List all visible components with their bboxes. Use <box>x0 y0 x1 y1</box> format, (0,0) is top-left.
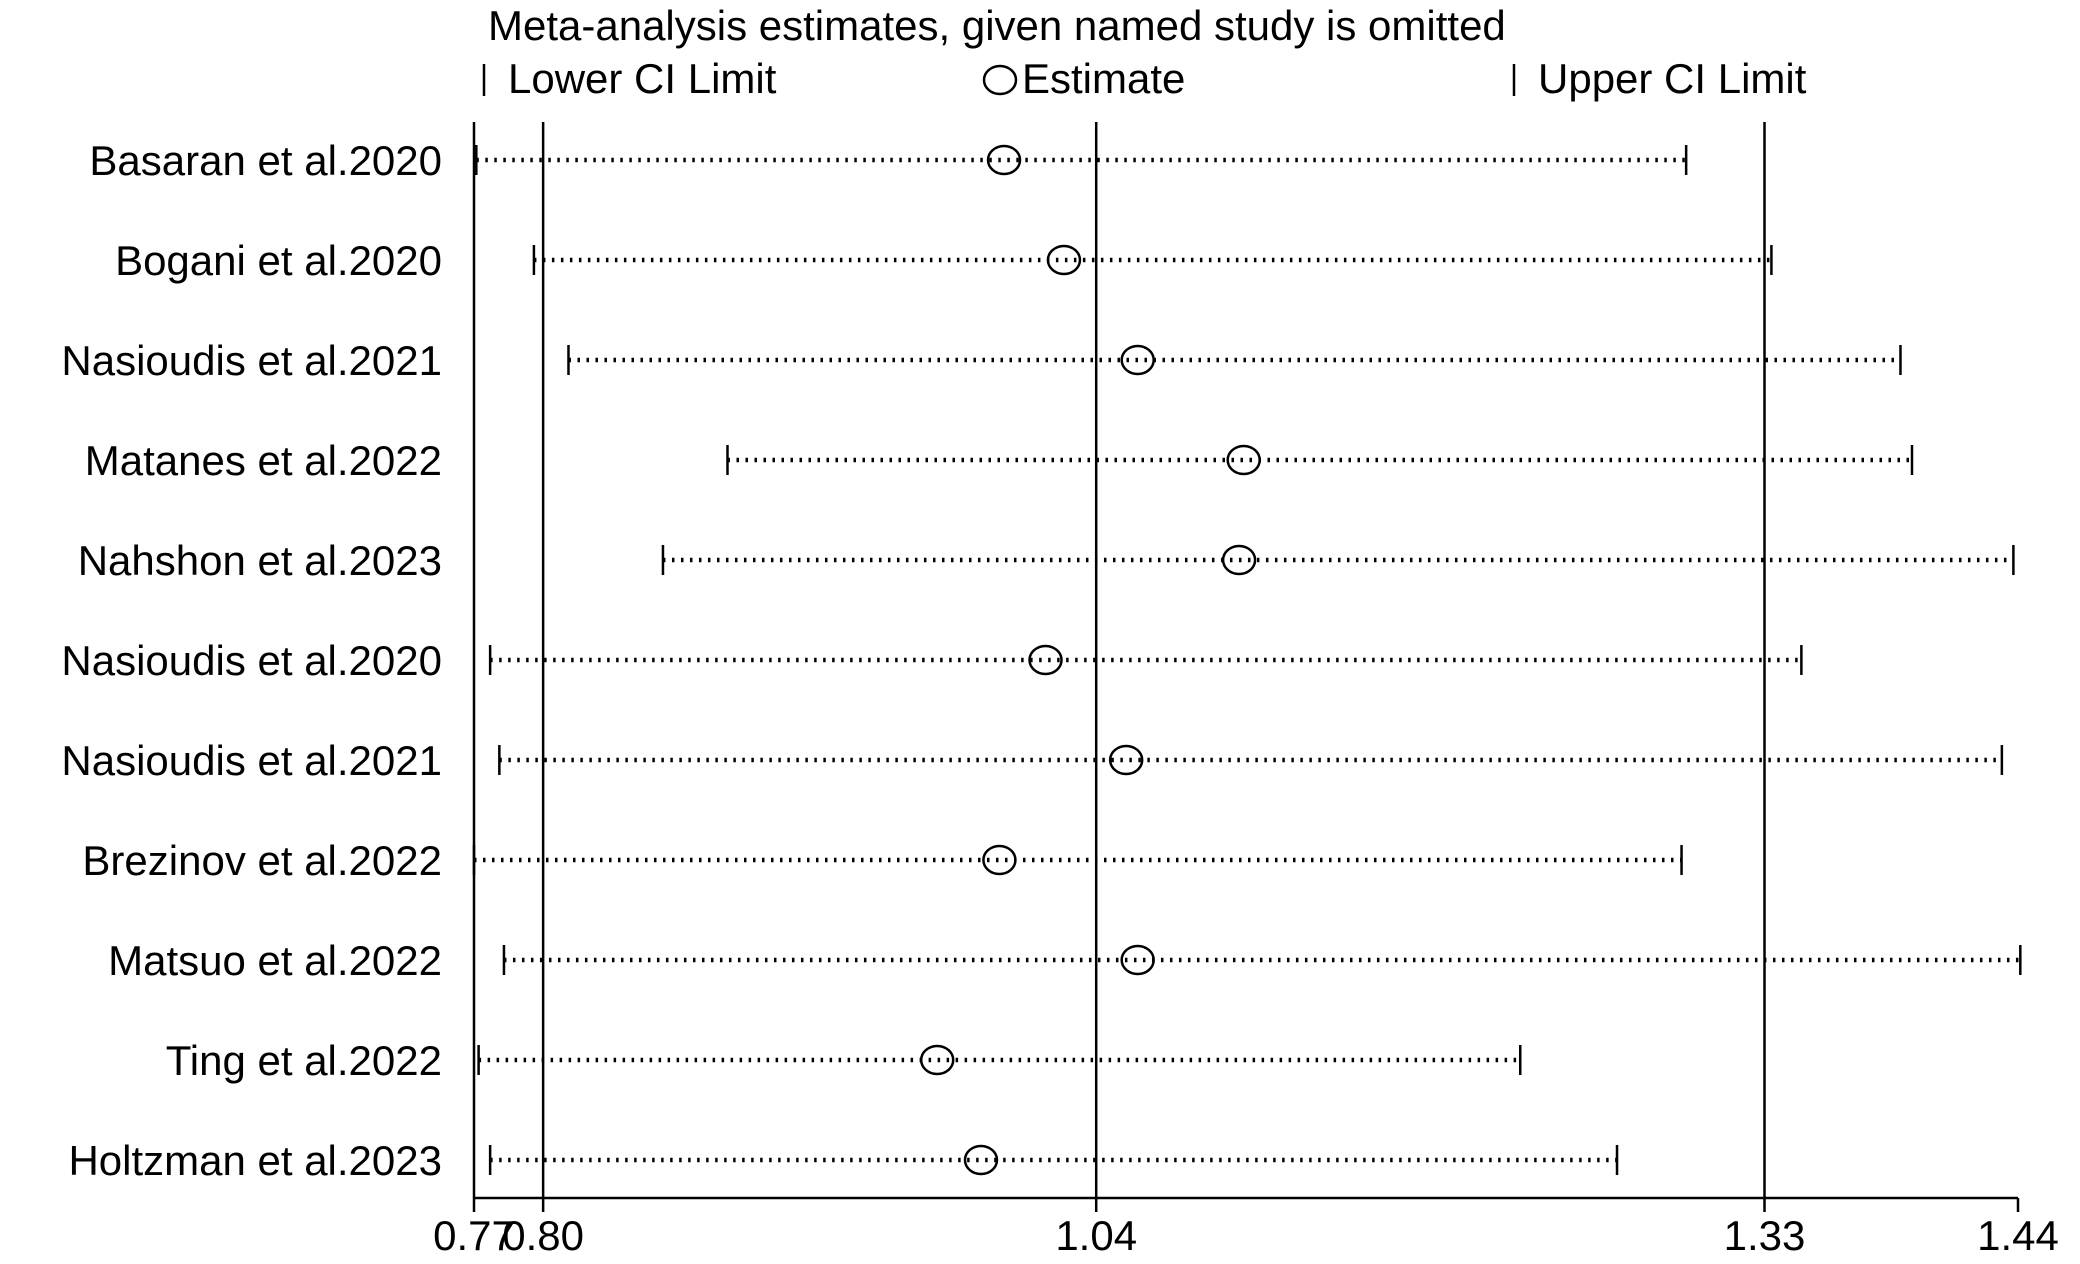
study-row: Basaran et al.2020 <box>89 137 1688 184</box>
estimate-marker <box>1226 444 1261 476</box>
legend-estimate-label: Estimate <box>1022 55 1185 102</box>
estimate-marker <box>963 1144 999 1176</box>
estimate-marker <box>1028 644 1063 676</box>
study-row: Nasioudis et al.2020 <box>61 637 1803 684</box>
study-label: Nasioudis et al.2021 <box>61 337 442 384</box>
legend: Lower CI Limit Estimate Upper CI Limit <box>482 55 1807 102</box>
study-label: Nasioudis et al.2021 <box>61 737 442 784</box>
estimate-marker <box>986 144 1022 176</box>
legend-estimate-marker <box>982 64 1018 96</box>
chart-title: Meta-analysis estimates, given named stu… <box>488 2 1506 49</box>
study-row: Nasioudis et al.2021 <box>61 337 1902 384</box>
estimate-marker <box>919 1044 955 1076</box>
study-label: Matanes et al.2022 <box>85 437 442 484</box>
study-row: Matanes et al.2022 <box>85 437 1914 484</box>
estimate-marker <box>1108 744 1144 776</box>
x-tick-label: 1.33 <box>1724 1212 1806 1259</box>
estimate-marker <box>1046 244 1082 276</box>
study-row: Holtzman et al.2023 <box>68 1137 1619 1184</box>
plot-frame <box>472 122 2018 1200</box>
study-label: Matsuo et al.2022 <box>108 937 442 984</box>
study-label: Ting et al.2022 <box>166 1037 442 1084</box>
study-label: Holtzman et al.2023 <box>68 1137 442 1184</box>
study-label: Nahshon et al.2023 <box>78 537 442 584</box>
study-row: Nasioudis et al.2021 <box>61 737 2004 784</box>
x-tick-label: 1.04 <box>1055 1212 1137 1259</box>
estimate-marker <box>1120 944 1155 976</box>
study-row: Ting et al.2022 <box>166 1037 1522 1084</box>
study-row: Matsuo et al.2022 <box>108 937 2022 984</box>
study-label: Basaran et al.2020 <box>89 137 442 184</box>
study-row: Bogani et al.2020 <box>115 237 1773 284</box>
study-row: Nahshon et al.2023 <box>78 537 2015 584</box>
legend-lower-label: Lower CI Limit <box>508 55 777 102</box>
estimate-marker <box>1120 344 1155 376</box>
study-rows: Basaran et al.2020 Bogani et al.2020 Nasio… <box>61 137 2022 1184</box>
study-label: Brezinov et al.2022 <box>82 837 442 884</box>
study-row: Brezinov et al.2022 <box>82 837 1683 884</box>
estimate-marker <box>1221 544 1257 576</box>
reference-lines <box>541 122 1766 1198</box>
estimate-marker <box>982 844 1017 876</box>
study-label: Bogani et al.2020 <box>115 237 442 284</box>
x-tick-label: 0.80 <box>502 1212 584 1259</box>
x-tick-label: 1.44 <box>1977 1212 2059 1259</box>
x-axis: 0.770.80 1.04 1.33 1.44 <box>433 1198 2059 1259</box>
study-label: Nasioudis et al.2020 <box>61 637 442 684</box>
x-tick-label: 0.77 <box>433 1212 515 1259</box>
legend-upper-label: Upper CI Limit <box>1538 55 1807 102</box>
